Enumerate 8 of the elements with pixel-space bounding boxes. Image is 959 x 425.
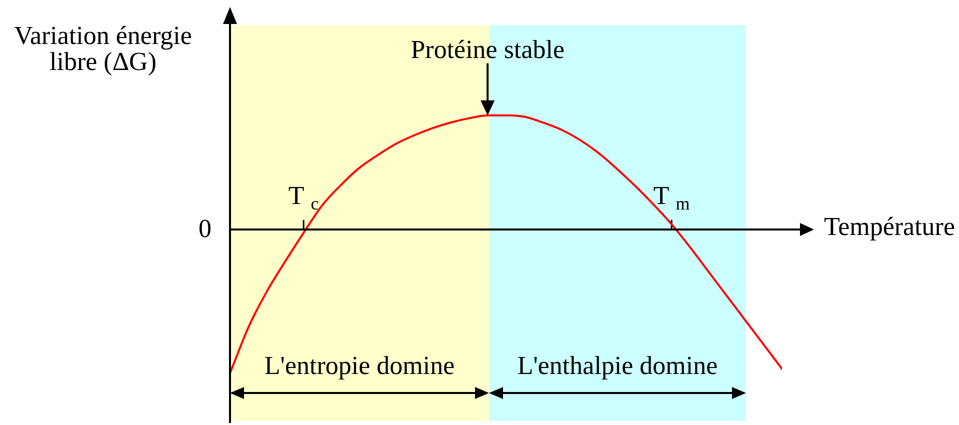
- x-axis-title: Température: [824, 212, 955, 241]
- annotation: Protéine stable: [410, 35, 564, 64]
- annotation: L'enthalpie domine: [517, 350, 718, 380]
- annotation: L'entropie domine: [264, 350, 455, 380]
- text: 0: [198, 214, 212, 243]
- x-tick-label: T c: [288, 180, 319, 214]
- y-axis-title: Variation énergie libre (ΔG): [14, 20, 192, 76]
- x-tick-label: T m: [653, 180, 690, 214]
